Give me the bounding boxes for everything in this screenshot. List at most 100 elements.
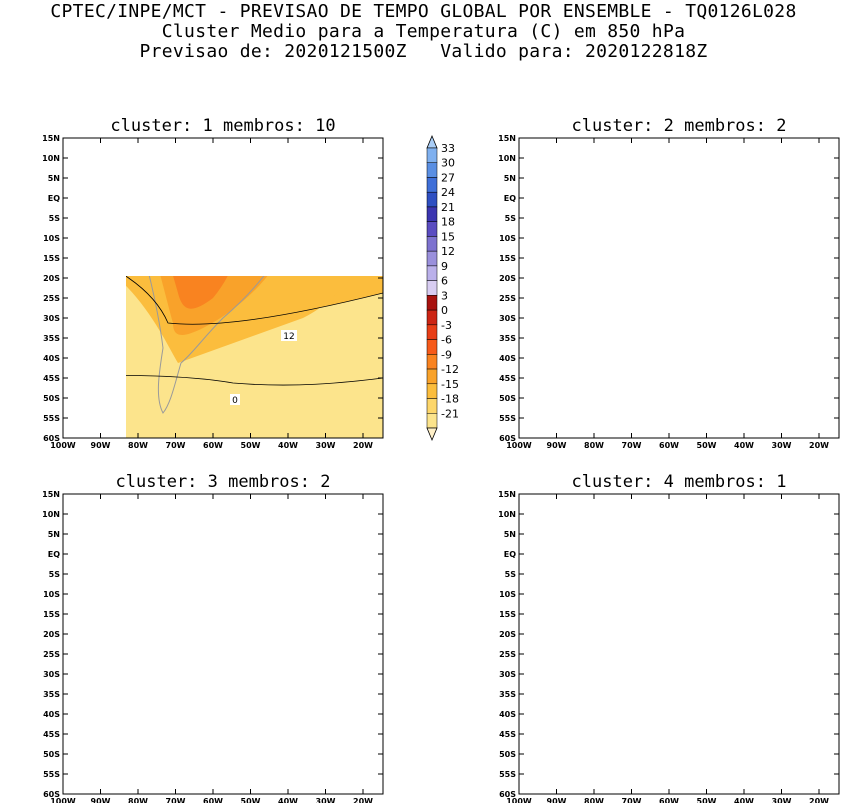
lat-label: 5S — [49, 214, 61, 223]
lon-label: 30W — [772, 797, 792, 803]
lat-label: EQ — [504, 550, 516, 559]
contour-label: 12 — [538, 626, 549, 636]
header-line-2: Cluster Medio para a Temperatura (C) em … — [161, 21, 686, 42]
lat-label: 25S — [43, 650, 60, 659]
lat-label: 55S — [43, 770, 60, 779]
colorbar-swatch — [426, 280, 438, 296]
colorbar-swatch — [426, 147, 438, 163]
lat-label: 5N — [48, 530, 60, 539]
contour-label: 12 — [327, 636, 338, 646]
colorbar-label: -6 — [441, 334, 452, 347]
contour-label: 12 — [635, 364, 646, 374]
colorbar-label: 12 — [441, 245, 455, 258]
contour-label: 12 — [643, 690, 654, 700]
contour-label-box — [281, 330, 297, 341]
temperature-band — [173, 276, 228, 309]
lat-label: 5S — [505, 214, 517, 223]
map-frame — [518, 137, 840, 439]
map-panel-2: cluster: 2 membros: 212120015N10N5NEQ5S1… — [498, 116, 840, 450]
colorbar-swatch — [426, 368, 438, 385]
lon-label: 100W — [50, 797, 76, 803]
temperature-field: 12 12 0 0 — [519, 138, 839, 438]
contour-label-box — [536, 624, 552, 635]
lat-label: 30S — [43, 670, 60, 679]
lon-label: 60W — [203, 797, 223, 803]
lat-label: 45S — [43, 374, 60, 383]
lon-label: 50W — [241, 441, 261, 450]
lat-label: 30S — [499, 670, 516, 679]
lat-label: 10S — [499, 234, 516, 243]
temperature-band — [63, 494, 383, 704]
lon-label: 60W — [659, 797, 679, 803]
contour-label-box — [554, 365, 564, 376]
temperature-band — [519, 644, 839, 794]
lon-label: 40W — [278, 797, 298, 803]
lat-label: 5N — [48, 174, 60, 183]
lat-label: 25S — [43, 294, 60, 303]
contour-label-box — [770, 691, 786, 702]
lat-label: 20S — [43, 274, 60, 283]
temperature-band — [519, 759, 839, 794]
lat-label: 45S — [499, 730, 516, 739]
lat-label: 15N — [498, 134, 516, 143]
contour-label-box — [688, 372, 698, 383]
coastline — [148, 276, 265, 414]
lon-label: 40W — [278, 441, 298, 450]
lat-label: 55S — [43, 414, 60, 423]
temperature-band — [133, 505, 296, 694]
header-line-1: CPTEC/INPE/MCT - PREVISAO DE TEMPO GLOBA… — [50, 1, 797, 22]
map-panel-1: cluster: 1 membros: 10 12 0 0 15N 10N 5N EQ 5S 10… — [42, 116, 384, 450]
lat-label: 15N — [498, 490, 516, 499]
colorbar-max-triangle — [426, 134, 438, 149]
temperature-band — [589, 149, 752, 338]
lat-label: EQ — [48, 550, 60, 559]
contour-label-box — [530, 693, 540, 704]
colorbar-swatch — [426, 206, 438, 222]
contour-label: 12 — [772, 693, 783, 703]
lat-label: 15N — [42, 490, 60, 499]
lon-label: 50W — [241, 797, 261, 803]
coastline — [133, 495, 295, 769]
lat-label: 20S — [499, 630, 516, 639]
temperature-band — [637, 609, 694, 674]
field-background — [519, 138, 839, 438]
lon-label: 50W — [697, 797, 717, 803]
lat-label: 40S — [499, 354, 516, 363]
lat-label: 10S — [43, 234, 60, 243]
lon-label: 40W — [734, 441, 754, 450]
temperature-band — [148, 542, 245, 683]
coastline — [589, 139, 751, 413]
lat-label: 55S — [499, 770, 516, 779]
lat-label: 45S — [43, 730, 60, 739]
colorbar-swatch — [426, 398, 438, 414]
contour-line — [63, 614, 383, 695]
lon-label: 90W — [91, 797, 111, 803]
colorbar-swatch — [426, 236, 438, 252]
contour-line — [519, 624, 839, 700]
lat-label: 40S — [43, 354, 60, 363]
contour-line — [63, 714, 383, 772]
lat-label: 25S — [499, 294, 516, 303]
lat-label: 15S — [43, 610, 60, 619]
colorbar-label: 30 — [441, 157, 455, 170]
contour-label-box — [763, 334, 779, 345]
colorbar-label: 0 — [441, 304, 448, 317]
lon-label: 40W — [734, 797, 754, 803]
colorbar-swatch — [426, 191, 438, 208]
contour-label: 0 — [690, 374, 696, 384]
contour-label: 0 — [661, 716, 667, 726]
lat-label: 10N — [42, 154, 60, 163]
colorbar-label: 33 — [441, 142, 455, 155]
colorbar-swatch — [426, 354, 438, 370]
lon-label: 80W — [128, 441, 148, 450]
contour-label: 12 — [283, 332, 294, 342]
lon-label: 20W — [809, 797, 829, 803]
lat-label: 5S — [49, 570, 61, 579]
colorbar-label: 15 — [441, 230, 455, 243]
lon-label: 20W — [353, 797, 373, 803]
lon-label: 100W — [506, 441, 532, 450]
lat-label: 40S — [43, 710, 60, 719]
temperature-band — [519, 288, 839, 438]
colorbar-label: -21 — [441, 407, 459, 420]
temperature-band — [63, 634, 383, 794]
